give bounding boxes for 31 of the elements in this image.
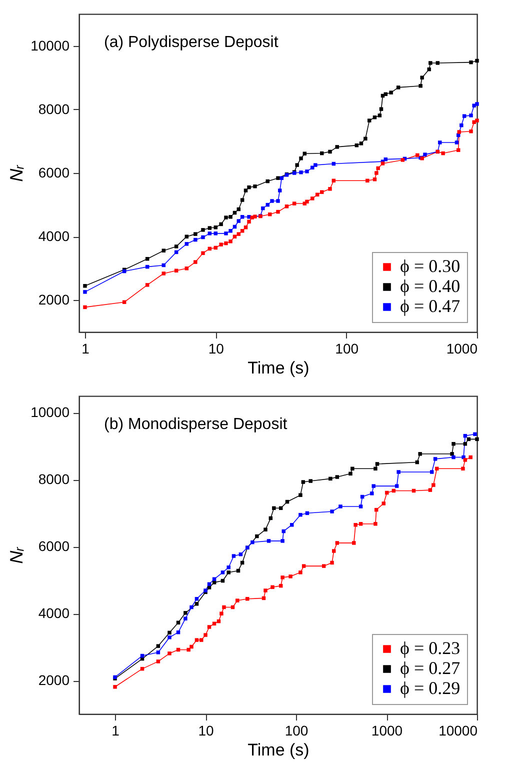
x-tick-label: 1000 [371, 722, 403, 738]
y-axis-title: Nᵣ [6, 164, 27, 182]
legend-label: ϕ = 0.29 [400, 678, 460, 698]
x-tick-label: 10000 [438, 722, 478, 738]
y-tick-label: 2000 [38, 292, 70, 308]
x-tick-label: 1 [112, 722, 120, 738]
x-tick-label: 10 [208, 340, 224, 356]
y-tick-label: 8000 [38, 471, 70, 488]
y-tick-label: 10000 [30, 37, 70, 54]
legend-label: ϕ = 0.40 [400, 276, 460, 296]
legend-label: ϕ = 0.27 [400, 658, 460, 678]
x-tick-label: 100 [284, 722, 308, 738]
y-tick-label: 10000 [30, 404, 70, 420]
x-tick-label: 1 [82, 340, 90, 356]
y-tick-label: 4000 [38, 228, 70, 244]
y-axis-title: Nᵣ [6, 546, 27, 564]
y-tick-label: 4000 [38, 605, 70, 622]
y-tick-label: 6000 [38, 164, 70, 180]
legend-label: ϕ = 0.47 [400, 296, 460, 316]
legend-label: ϕ = 0.30 [400, 256, 460, 276]
annotation: (b) Monodisperse Deposit [104, 416, 288, 433]
y-tick-label: 6000 [38, 538, 70, 554]
x-tick-label: 1000 [446, 340, 478, 356]
x-axis-title: Time (s) [248, 740, 310, 760]
y-tick-label: 8000 [38, 100, 70, 117]
annotation: (a) Polydisperse Deposit [104, 34, 279, 51]
legend-label: ϕ = 0.23 [400, 638, 460, 658]
x-tick-label: 100 [335, 340, 359, 356]
y-tick-label: 2000 [38, 672, 70, 688]
x-axis-title: Time (s) [248, 358, 310, 378]
x-tick-label: 10 [198, 722, 214, 738]
